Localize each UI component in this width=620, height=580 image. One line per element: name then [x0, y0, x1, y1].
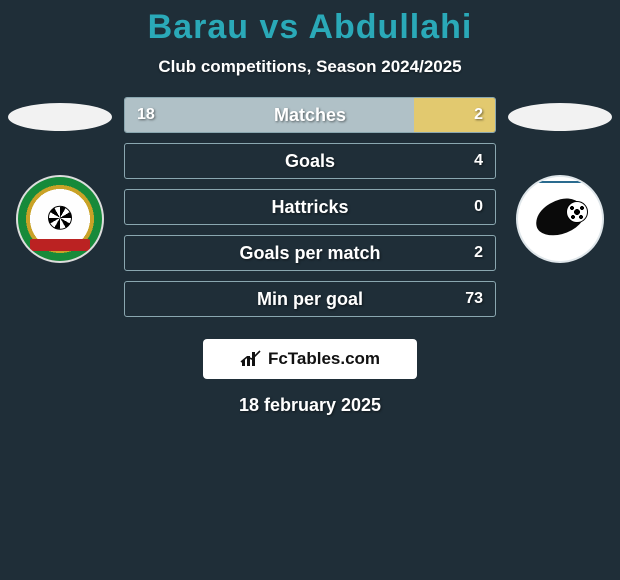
stat-label: Min per goal	[125, 289, 495, 310]
player2-avatar-placeholder	[508, 103, 612, 131]
player2-name: Abdullahi	[308, 8, 472, 46]
stat-row: 2Goals per match	[124, 235, 496, 271]
player1-name: Barau	[148, 8, 249, 46]
footer-date: 18 february 2025	[0, 395, 620, 416]
arc-icon	[520, 181, 600, 199]
stat-value-right: 0	[474, 198, 483, 216]
stat-row: 73Min per goal	[124, 281, 496, 317]
stats-column: 182Matches4Goals0Hattricks2Goals per mat…	[114, 97, 506, 317]
chart-icon	[240, 350, 262, 368]
stat-value-left: 18	[137, 106, 155, 124]
ribbon-icon	[30, 239, 90, 251]
right-side	[506, 97, 614, 263]
vs-text: vs	[259, 8, 299, 46]
stat-value-right: 4	[474, 152, 483, 170]
stat-label: Hattricks	[125, 197, 495, 218]
left-side	[6, 97, 114, 263]
subtitle: Club competitions, Season 2024/2025	[0, 57, 620, 77]
football-icon	[48, 206, 72, 230]
stat-value-right: 73	[465, 290, 483, 308]
stat-label: Goals per match	[125, 243, 495, 264]
stat-row: 0Hattricks	[124, 189, 496, 225]
player1-avatar-placeholder	[8, 103, 112, 131]
brand-badge: FcTables.com	[203, 339, 417, 379]
stat-value-right: 2	[474, 106, 483, 124]
stat-value-right: 2	[474, 244, 483, 262]
player2-club-badge	[516, 175, 604, 263]
stat-row: 182Matches	[124, 97, 496, 133]
stat-fill-left	[125, 98, 414, 132]
comparison-panel: 182Matches4Goals0Hattricks2Goals per mat…	[0, 97, 620, 317]
brand-text: FcTables.com	[268, 349, 380, 369]
stat-label: Goals	[125, 151, 495, 172]
football-icon	[566, 201, 588, 223]
page-title: Barau vs Abdullahi	[0, 0, 620, 47]
stat-row: 4Goals	[124, 143, 496, 179]
player1-club-badge	[16, 175, 104, 263]
